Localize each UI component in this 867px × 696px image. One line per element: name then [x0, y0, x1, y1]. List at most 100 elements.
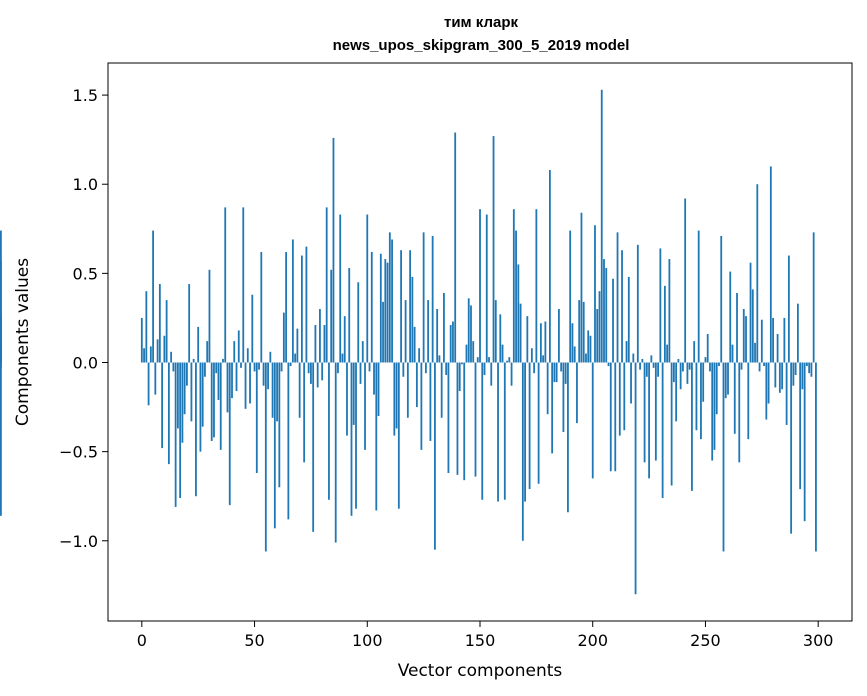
bar-230 [659, 248, 662, 363]
bar-205 [603, 259, 605, 363]
bar-202 [596, 309, 599, 363]
bar-146 [470, 305, 472, 363]
bar-29 [206, 341, 209, 363]
bar-250 [704, 357, 707, 363]
bar-219 [634, 362, 637, 595]
bar-73 [305, 246, 308, 363]
bar-288 [790, 362, 793, 534]
bar-8 [158, 284, 161, 363]
bar-51 [255, 362, 258, 474]
bar-190 [569, 230, 572, 363]
bar-6 [154, 362, 157, 395]
bar-undefined [0, 260, 2, 363]
bar-280 [772, 317, 774, 363]
bar-17 [179, 362, 182, 498]
bar-68 [294, 353, 297, 363]
bar-247 [697, 230, 700, 363]
bar-106 [379, 253, 382, 363]
bar-36 [222, 358, 224, 363]
bar-281 [774, 362, 777, 388]
bar-0 [140, 317, 143, 363]
bar-269 [747, 362, 750, 440]
bar-189 [567, 362, 569, 513]
bar-56 [267, 362, 269, 390]
bar-65 [287, 362, 290, 520]
bar-254 [713, 362, 716, 450]
bar-260 [727, 362, 729, 395]
bar-208 [609, 362, 612, 472]
bar-209 [612, 278, 614, 363]
bar-107 [382, 301, 384, 363]
bar-228 [654, 362, 657, 461]
bar-26 [199, 362, 202, 452]
bar-131 [436, 309, 439, 363]
bar-297 [810, 362, 813, 377]
bar-104 [375, 362, 378, 511]
bar-174 [533, 362, 536, 374]
bar-274 [758, 362, 761, 372]
bar-215 [625, 341, 628, 363]
bar-238 [677, 358, 680, 363]
bar-60 [276, 362, 278, 422]
bar-127 [427, 300, 430, 363]
bar-113 [395, 362, 398, 429]
bar-143 [463, 362, 466, 481]
bar-42 [235, 362, 238, 392]
bar-257 [720, 235, 723, 363]
bar-258 [722, 362, 725, 552]
y-tick-label: 0.5 [73, 264, 98, 283]
bar-295 [806, 362, 808, 367]
bar-151 [481, 362, 484, 500]
bar-128 [429, 362, 432, 441]
bar-163 [508, 357, 511, 363]
x-tick-label: 50 [244, 631, 264, 650]
bar-23 [192, 358, 195, 363]
bar-237 [675, 362, 678, 422]
bar-159 [499, 314, 502, 363]
bar-282 [776, 333, 779, 363]
bar-72 [303, 362, 306, 463]
bar-155 [490, 362, 493, 386]
bar-243 [688, 362, 691, 370]
bar-119 [409, 250, 412, 363]
bar-296 [808, 362, 811, 374]
bar-81 [323, 325, 326, 363]
bar-167 [517, 264, 520, 363]
bar-220 [636, 244, 639, 363]
bar-275 [760, 319, 763, 363]
bar-261 [729, 271, 732, 363]
bar-177 [539, 323, 542, 363]
bar-233 [666, 344, 669, 363]
bar-76 [312, 362, 315, 532]
bar-194 [578, 300, 581, 363]
bar-125 [422, 232, 425, 363]
bar-249 [702, 362, 705, 402]
bar-175 [535, 209, 538, 363]
bar-25 [197, 326, 200, 363]
bar-2 [145, 291, 148, 363]
bar-169 [521, 362, 524, 541]
chart-title-line-2: news_upos_skipgram_300_5_2019 model [333, 37, 630, 54]
bar-289 [792, 362, 795, 386]
bar-225 [648, 362, 650, 479]
bar-240 [682, 362, 684, 372]
bar-198 [587, 330, 590, 363]
bar-153 [485, 214, 488, 363]
bar-183 [553, 362, 556, 383]
bar-279 [769, 166, 772, 363]
bar-253 [711, 362, 714, 461]
bar-191 [571, 323, 574, 363]
bar-148 [474, 362, 477, 477]
bar-236 [672, 362, 675, 383]
bar-273 [756, 184, 759, 363]
x-tick-label: 150 [465, 631, 496, 650]
bar-185 [558, 309, 560, 363]
bar-78 [316, 362, 319, 388]
bar-170 [524, 362, 526, 502]
bar-20 [186, 362, 188, 386]
bar-292 [799, 362, 802, 490]
bar-217 [630, 362, 632, 404]
bar-74 [307, 362, 310, 374]
bar-160 [501, 344, 504, 363]
